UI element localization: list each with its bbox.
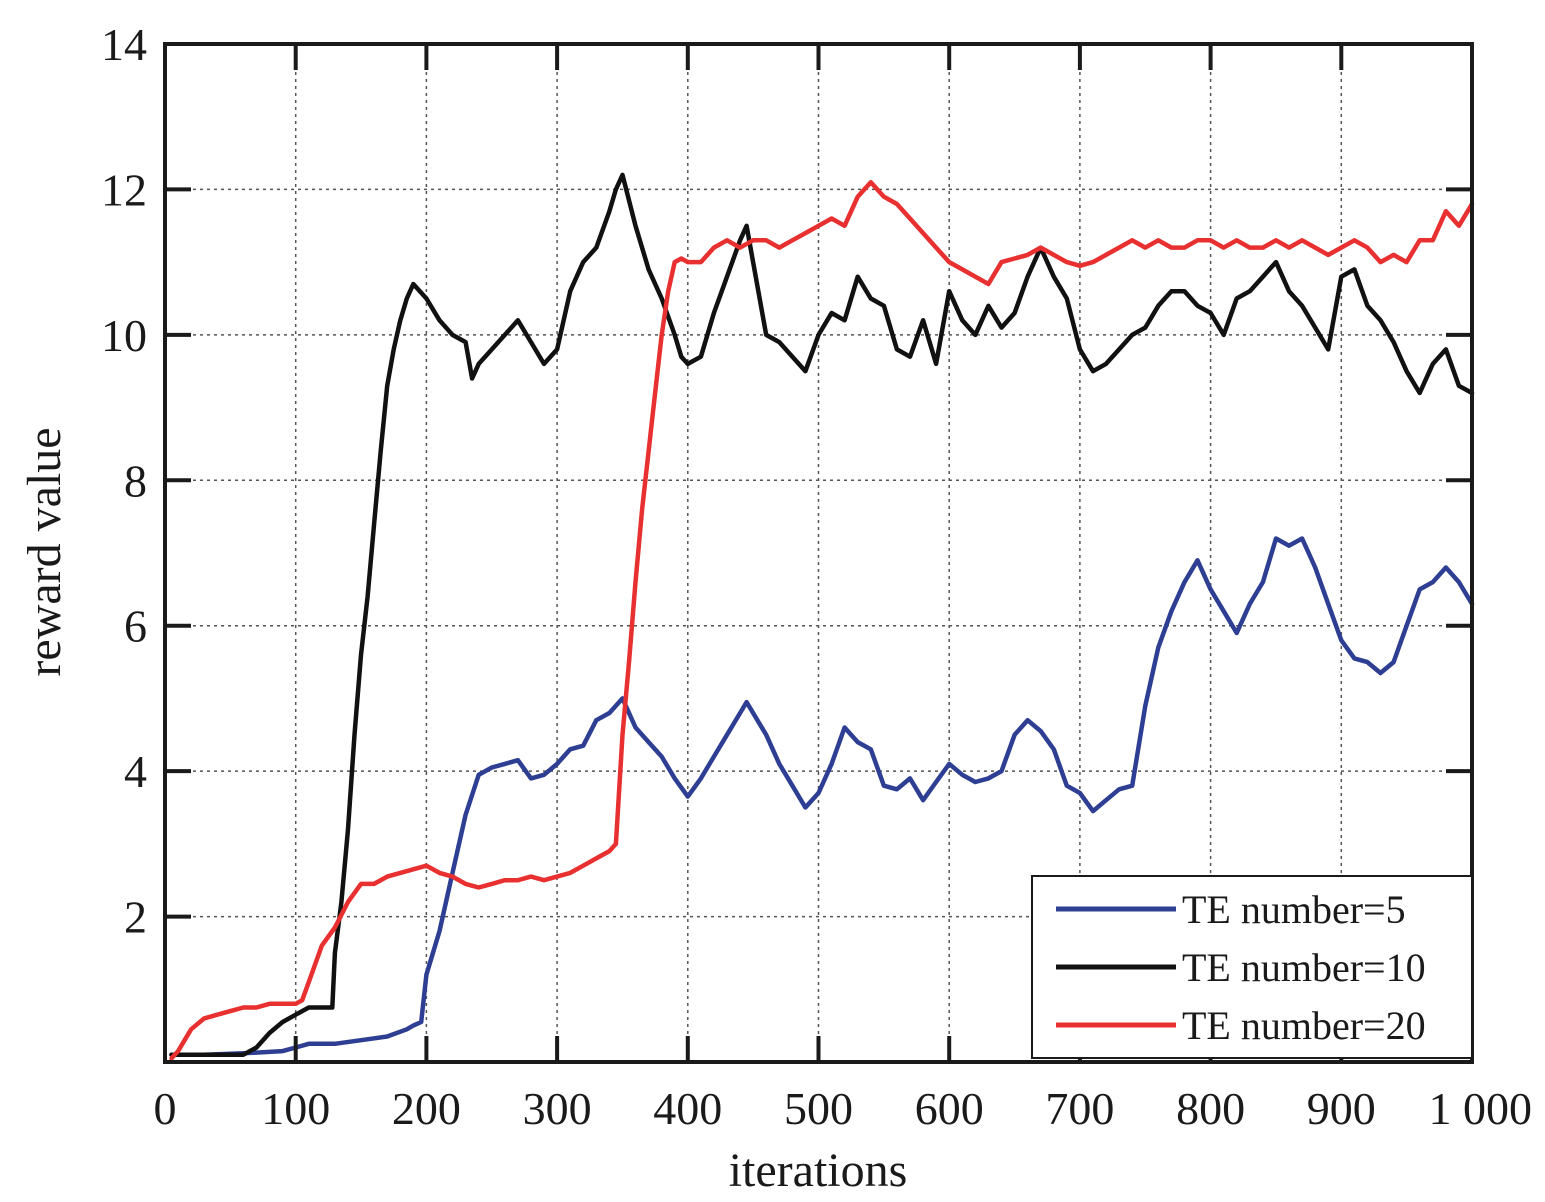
x-tick-label-3: 300 — [523, 1083, 592, 1134]
legend: TE number=5 TE number=10 TE number=20 — [1031, 875, 1473, 1059]
x-tick-label-0: 0 — [154, 1083, 177, 1134]
x-axis-title: iterations — [729, 1144, 908, 1197]
x-tick-label-7: 700 — [1045, 1083, 1114, 1134]
y-tick-label-4: 10 — [101, 310, 147, 361]
x-tick-label-10: 1 000 — [1429, 1083, 1533, 1134]
x-tick-labels: 0 100 200 300 400 500 600 700 800 900 1 000 — [154, 1083, 1533, 1134]
x-tick-label-8: 800 — [1176, 1083, 1245, 1134]
x-tick-label-6: 600 — [915, 1083, 984, 1134]
x-tick-label-4: 400 — [653, 1083, 722, 1134]
y-tick-label-0: 2 — [124, 892, 147, 943]
series-line-1 — [169, 172, 1475, 1057]
y-tick-label-6: 14 — [101, 19, 147, 70]
series-line-2 — [169, 179, 1475, 1061]
legend-label-0: TE number=5 — [1182, 887, 1406, 932]
x-tick-label-2: 200 — [392, 1083, 461, 1134]
x-tick-label-5: 500 — [784, 1083, 853, 1134]
y-tick-labels: 2 4 6 8 10 12 14 — [101, 19, 147, 943]
y-tick-label-1: 4 — [124, 746, 147, 797]
series-line-0 — [169, 536, 1475, 1057]
y-tick-label-3: 8 — [124, 455, 147, 506]
y-tick-label-2: 6 — [124, 601, 147, 652]
series-lines — [169, 172, 1475, 1061]
legend-label-2: TE number=20 — [1182, 1003, 1426, 1048]
x-tick-label-1: 100 — [261, 1083, 330, 1134]
legend-label-1: TE number=10 — [1182, 945, 1426, 990]
y-axis-title: reward value — [18, 427, 71, 676]
x-tick-label-9: 900 — [1307, 1083, 1376, 1134]
y-tick-label-5: 12 — [101, 164, 147, 215]
